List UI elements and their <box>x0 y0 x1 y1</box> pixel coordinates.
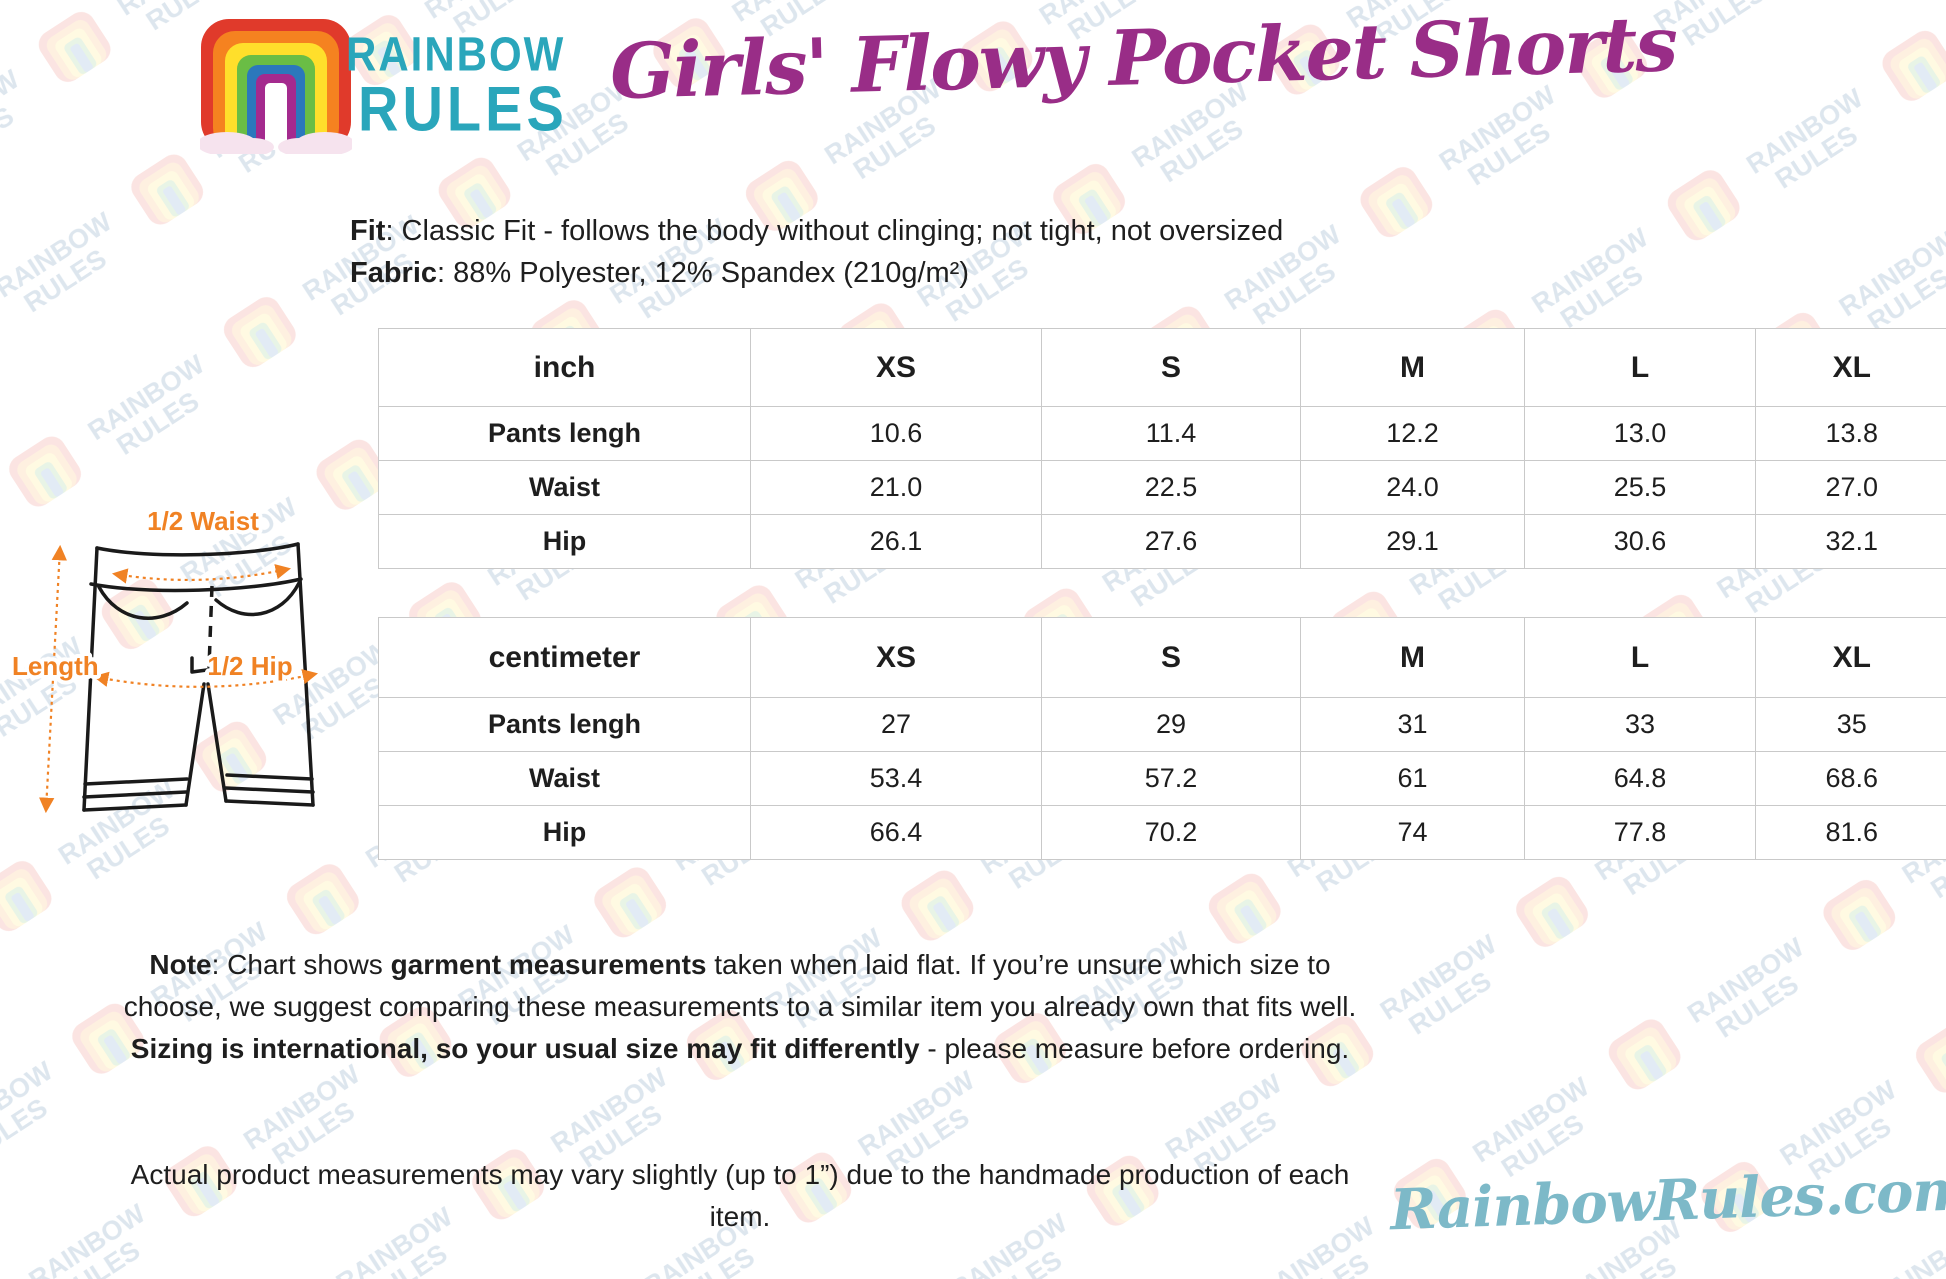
size-table-inch: inch XS S M L XL Pants lengh 10.6 11.4 12.2 13.0 13… <box>378 328 1946 569</box>
brand-logo: RAINBOW RULES <box>200 16 620 156</box>
measurement-value: 35 <box>1755 697 1946 752</box>
measurement-value: 13.8 <box>1755 406 1946 461</box>
measurement-value: 61 <box>1300 751 1525 806</box>
table-row: Hip 66.4 70.2 74 77.8 81.6 <box>378 805 1946 860</box>
measurement-value: 27.6 <box>1041 514 1301 569</box>
unit-header: centimeter <box>378 617 751 698</box>
length-measure-line <box>38 544 68 814</box>
note-text: taken when laid flat. If you’re unsure w… <box>123 949 1357 1022</box>
handmade-note: Actual product measurements may vary sli… <box>130 1159 1350 1232</box>
size-column-header: S <box>1041 328 1301 407</box>
brand-name-rules: RULES <box>358 73 568 145</box>
measurement-value: 27.0 <box>1755 460 1946 515</box>
measurement-value: 66.4 <box>750 805 1042 860</box>
measurement-lines <box>38 544 319 814</box>
table-row: Hip 26.1 27.6 29.1 30.6 32.1 <box>378 514 1946 569</box>
note-label: Note <box>149 949 212 980</box>
brand-wordmark: RAINBOW RULES <box>346 26 568 140</box>
hip-measure-label: 1/2 Hip <box>207 651 292 681</box>
measurement-value: 53.4 <box>750 751 1042 806</box>
table-row: Waist 53.4 57.2 61 64.8 68.6 <box>378 751 1946 806</box>
fit-line: Fit: Classic Fit - follows the body with… <box>350 210 1283 252</box>
measurement-value: 29.1 <box>1300 514 1525 569</box>
fly-dashed-line <box>207 585 214 669</box>
measurement-value: 81.6 <box>1755 805 1946 860</box>
measurement-row-label: Hip <box>378 514 751 569</box>
size-table-centimeter: centimeter XS S M L XL Pants lengh 27 29 31 33 35 Wa… <box>378 617 1946 860</box>
fabric-text: : 88% Polyester, 12% Spandex (210g/m²) <box>437 257 969 289</box>
size-column-header: XL <box>1755 328 1946 407</box>
size-column-header: M <box>1300 617 1525 698</box>
measurement-row-label: Pants lengh <box>378 406 751 461</box>
measurement-value: 22.5 <box>1041 460 1301 515</box>
measurement-value: 13.0 <box>1524 406 1756 461</box>
waist-measure-line <box>111 564 292 584</box>
fabric-label: Fabric <box>350 257 438 289</box>
waist-measure-label: 1/2 Waist <box>147 506 259 536</box>
size-column-header: L <box>1524 328 1756 407</box>
size-column-header: S <box>1041 617 1301 698</box>
note-text: : Chart shows <box>211 949 391 980</box>
fit-text: : Classic Fit - follows the body without… <box>385 215 1284 247</box>
measurement-value: 29 <box>1041 697 1301 752</box>
length-measure-label: Length <box>12 651 99 681</box>
measurement-value: 74 <box>1300 805 1525 860</box>
measurement-value: 64.8 <box>1524 751 1756 806</box>
table-row: Waist 21.0 22.5 24.0 25.5 27.0 <box>378 460 1946 515</box>
measurement-value: 70.2 <box>1041 805 1301 860</box>
size-column-header: L <box>1524 617 1756 698</box>
note-bold-sizing: Sizing is international, so your usual s… <box>130 1033 920 1064</box>
note-text: - please measure before ordering. <box>919 1033 1350 1064</box>
table-row: Pants lengh 27 29 31 33 35 <box>378 697 1946 752</box>
shorts-measurement-diagram: 1/2 Waist Length 1/2 Hip <box>8 502 319 814</box>
size-column-header: XL <box>1755 617 1946 698</box>
unit-header: inch <box>378 328 751 407</box>
cloud-shapes <box>200 132 352 154</box>
measurement-value: 68.6 <box>1755 751 1946 806</box>
fit-label: Fit <box>350 215 386 247</box>
measurement-value: 25.5 <box>1524 460 1756 515</box>
page-title: Girls' Flowy Pocket Shorts <box>609 0 1678 117</box>
note-bold-garment: garment measurements <box>390 949 707 980</box>
measurement-value: 10.6 <box>750 406 1042 461</box>
fabric-line: Fabric: 88% Polyester, 12% Spandex (210g… <box>350 252 1283 294</box>
measurement-value: 21.0 <box>750 460 1042 515</box>
rainbow-arch-icon <box>200 19 352 154</box>
measurement-value: 31 <box>1300 697 1525 752</box>
measurement-value: 11.4 <box>1041 406 1301 461</box>
measurement-row-label: Hip <box>378 805 751 860</box>
product-description: Fit: Classic Fit - follows the body with… <box>350 210 1283 294</box>
measurement-note: Note: Chart shows garment measurements t… <box>120 944 1360 1070</box>
measurement-value: 57.2 <box>1041 751 1301 806</box>
table-header-row: centimeter XS S M L XL <box>378 617 1946 698</box>
measurement-value: 26.1 <box>750 514 1042 569</box>
measurement-value: 32.1 <box>1755 514 1946 569</box>
measurement-row-label: Waist <box>378 751 751 806</box>
measurement-value: 12.2 <box>1300 406 1525 461</box>
measurement-value: 30.6 <box>1524 514 1756 569</box>
size-column-header: M <box>1300 328 1525 407</box>
size-column-header: XS <box>750 328 1042 407</box>
table-header-row: inch XS S M L XL <box>378 328 1946 407</box>
size-column-header: XS <box>750 617 1042 698</box>
table-row: Pants lengh 10.6 11.4 12.2 13.0 13.8 <box>378 406 1946 461</box>
measurement-value: 27 <box>750 697 1042 752</box>
measurement-value: 33 <box>1524 697 1756 752</box>
site-logo: RainbowRules.com <box>1389 1157 1946 1244</box>
measurement-row-label: Pants lengh <box>378 697 751 752</box>
measurement-value: 77.8 <box>1524 805 1756 860</box>
measurement-value: 24.0 <box>1300 460 1525 515</box>
measurement-row-label: Waist <box>378 460 751 515</box>
brand-name-rainbow: RAINBOW <box>346 26 566 81</box>
